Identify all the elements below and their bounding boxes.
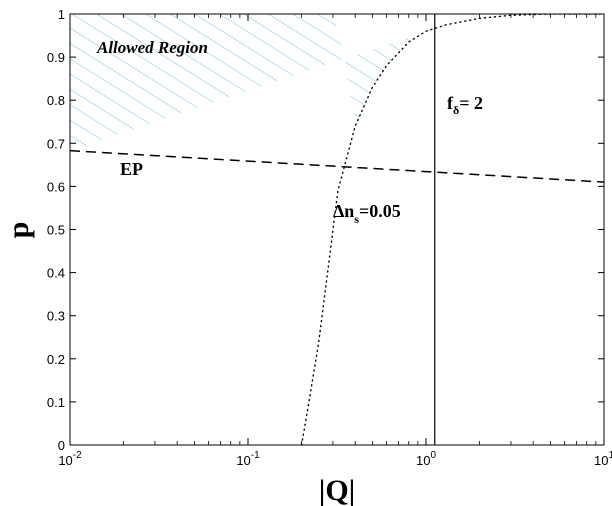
allowed-region-label: Allowed Region: [96, 38, 208, 57]
x-tick-label-base: 10: [416, 453, 430, 468]
y-tick-label: 0.5: [47, 223, 65, 238]
x-tick-label: 101: [594, 450, 612, 468]
x-axis-title: |Q|: [319, 474, 356, 506]
y-axis-title: p: [2, 222, 35, 239]
x-tick-label-exponent: -2: [73, 450, 82, 461]
dns-label-sub: s: [354, 212, 359, 226]
x-tick-label: 10-1: [236, 450, 260, 468]
dns-label-delta: Δn: [333, 201, 354, 221]
dns-label-rest: =0.05: [359, 201, 401, 221]
y-tick-label: 1: [58, 7, 65, 22]
y-tick-label: 0.6: [47, 179, 65, 194]
x-tick-label-base: 10: [594, 453, 608, 468]
x-tick-label-base: 10: [58, 453, 72, 468]
y-tick-label: 0.8: [47, 93, 65, 108]
y-tick-label: 0.3: [47, 309, 65, 324]
y-tick-label: 0: [58, 438, 65, 453]
x-tick-label-base: 10: [236, 453, 250, 468]
fdelta-label-sub: δ: [453, 103, 459, 117]
y-tick-label: 0.1: [47, 395, 65, 410]
fdelta-label-rest: = 2: [459, 93, 483, 113]
dns-label: Δns=0.05: [333, 201, 401, 226]
allowed-region-hatch: [70, 14, 426, 151]
fdelta-label: fδ= 2: [447, 93, 483, 117]
series-dns-line: [300, 14, 604, 445]
y-tick-label: 0.9: [47, 50, 65, 65]
x-tick-label-exponent: 0: [430, 450, 436, 461]
y-tick-label: 0.7: [47, 136, 65, 151]
x-tick-label: 100: [416, 450, 436, 468]
ep-label: EP: [120, 159, 143, 179]
x-tick-label-exponent: 1: [608, 450, 612, 461]
series-ep-line: [70, 149, 604, 183]
x-tick-label: 10-2: [58, 450, 82, 468]
y-tick-label: 0.2: [47, 352, 65, 367]
x-tick-label-exponent: -1: [251, 450, 260, 461]
fdelta-label-main: f: [447, 93, 454, 113]
y-tick-label: 0.4: [47, 266, 65, 281]
